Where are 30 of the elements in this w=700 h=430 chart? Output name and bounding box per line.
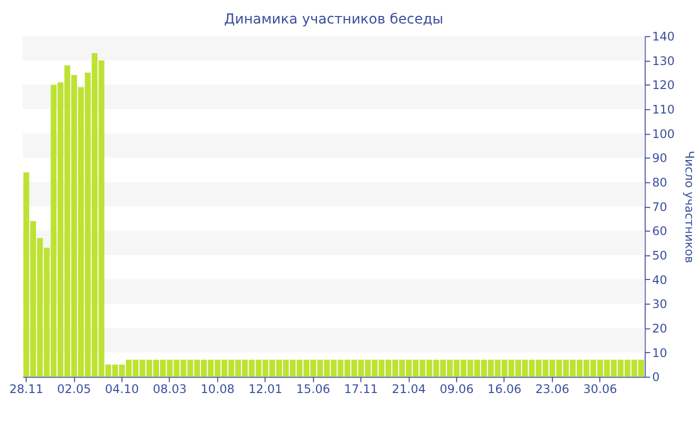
y-tick-label: 10 xyxy=(652,346,668,360)
x-tick-label: 09.06 xyxy=(440,382,474,396)
y-tick-label: 120 xyxy=(652,78,675,92)
y-tick-label: 80 xyxy=(652,176,668,190)
x-tick-label: 30.06 xyxy=(583,382,618,396)
x-tick-label: 16.06 xyxy=(488,382,522,396)
y-tick-label: 40 xyxy=(652,272,668,287)
x-tick-label: 23.06 xyxy=(535,382,570,396)
chart-title: Динамика участников беседы xyxy=(224,11,444,28)
x-tick-label: 08.03 xyxy=(152,382,187,396)
y-tick-label: 50 xyxy=(652,248,668,263)
y-axis-title: Число участников xyxy=(682,150,697,264)
y-tick-label: 130 xyxy=(652,54,675,68)
y-tick-label: 60 xyxy=(652,224,668,238)
y-tick-label: 90 xyxy=(652,151,668,166)
y-tick-label: 30 xyxy=(652,297,668,312)
y-tick-label: 70 xyxy=(652,200,668,214)
x-tick-label: 15.06 xyxy=(296,382,330,396)
y-tick-label: 0 xyxy=(652,370,660,384)
x-tick-label: 04.10 xyxy=(104,382,139,396)
y-tick-label: 20 xyxy=(652,322,668,336)
x-tick-label: 02.05 xyxy=(57,382,92,396)
x-tick-label: 28.11 xyxy=(9,382,44,396)
x-tick-label: 17.11 xyxy=(344,382,378,396)
x-tick-label: 12.01 xyxy=(248,382,282,396)
y-tick-label: 100 xyxy=(652,126,675,141)
x-tick-label: 10.08 xyxy=(200,382,235,396)
y-tick-label: 140 xyxy=(652,30,675,44)
y-tick-label: 110 xyxy=(652,102,675,117)
x-tick-label: 21.04 xyxy=(392,382,426,396)
